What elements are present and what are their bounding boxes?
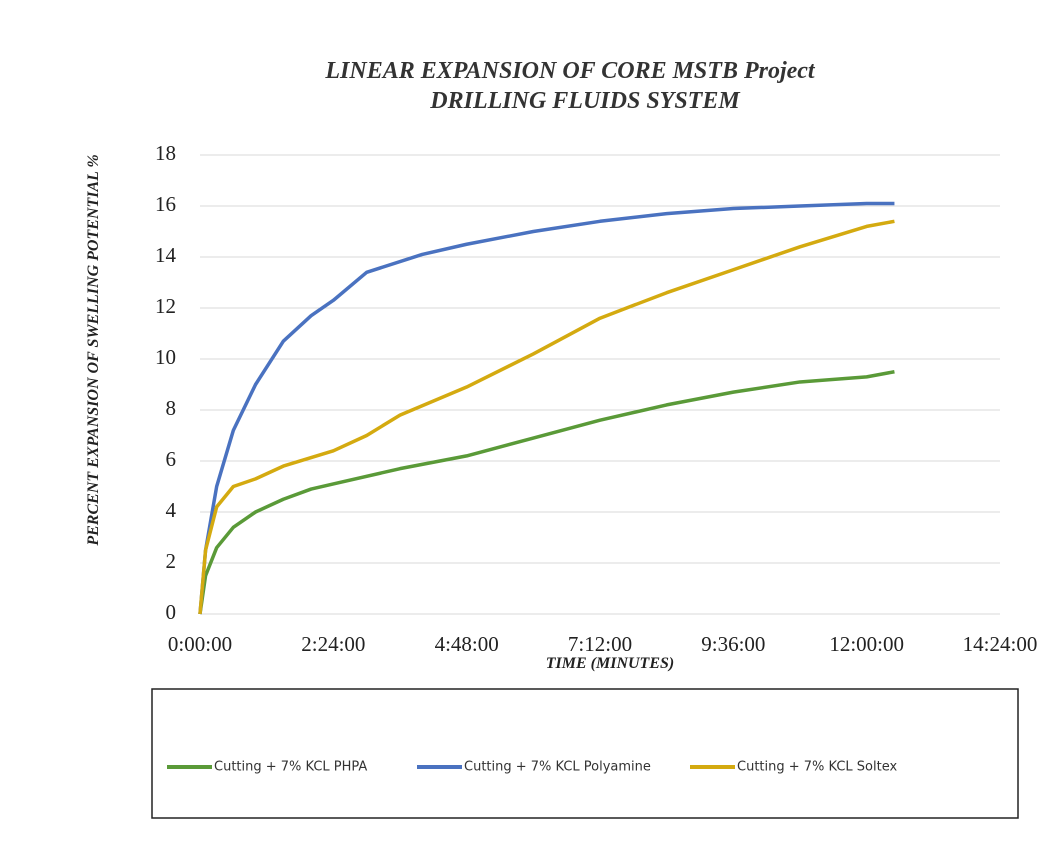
x-tick-label: 4:48:00 <box>435 632 499 656</box>
x-tick-label: 7:12:00 <box>568 632 632 656</box>
x-axis-title: TIME (MINUTES) <box>546 655 674 672</box>
y-tick-label: 12 <box>155 294 176 318</box>
chart-title: LINEAR EXPANSION OF CORE MSTB Project <box>324 58 816 84</box>
legend-box <box>151 688 1019 819</box>
y-tick-label: 8 <box>166 396 177 420</box>
y-axis-title: PERCENT EXPANSION OF SWELLING POTENTIAL … <box>85 154 102 546</box>
legend-label: Cutting + 7% KCL PHPA <box>214 760 367 775</box>
series-line <box>198 219 895 615</box>
y-tick-label: 6 <box>166 447 177 471</box>
y-tick-label: 18 <box>155 141 176 165</box>
x-tick-label: 12:00:00 <box>829 632 904 656</box>
y-tick-label: 16 <box>155 192 176 216</box>
x-tick-label: 14:24:00 <box>963 632 1038 656</box>
legend-label: Cutting + 7% KCL Polyamine <box>464 760 651 775</box>
y-tick-label: 0 <box>166 600 177 624</box>
x-tick-label: 9:36:00 <box>701 632 765 656</box>
chart-subtitle: DRILLING FLUIDS SYSTEM <box>429 88 741 114</box>
y-tick-label: 4 <box>166 498 177 522</box>
series-line <box>198 201 895 615</box>
y-tick-label: 14 <box>155 243 177 267</box>
x-tick-label: 2:24:00 <box>301 632 365 656</box>
series-line <box>198 370 895 615</box>
x-tick-label: 0:00:00 <box>168 632 232 656</box>
y-tick-label: 2 <box>166 549 177 573</box>
y-tick-label: 10 <box>155 345 176 369</box>
legend-label: Cutting + 7% KCL Soltex <box>737 760 897 775</box>
